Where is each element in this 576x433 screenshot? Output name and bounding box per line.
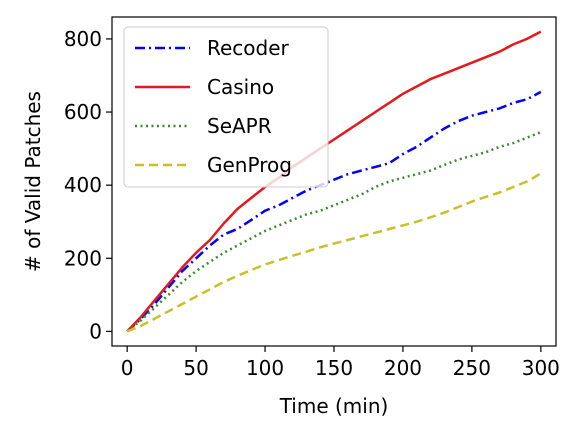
series-line-genprog (126, 172, 542, 333)
series-line-casino (126, 30, 542, 333)
legend-box (123, 26, 329, 188)
legend-label-seapr: SeAPR (207, 114, 272, 138)
y-tick-label: 800 (64, 27, 102, 51)
series-layer (126, 30, 542, 333)
y-tick-label: 400 (64, 173, 102, 197)
x-tick-label: 50 (183, 356, 208, 380)
x-tick-label: 0 (121, 356, 134, 380)
legend: Recoder Casino SeAPR GenProg (123, 26, 329, 188)
axes-layer: 0 50 100 150 200 250 300 0 200 400 600 800 (64, 16, 560, 380)
x-tick-label: 250 (453, 356, 491, 380)
x-tick-label: 150 (315, 356, 353, 380)
x-tick-label: 200 (384, 356, 422, 380)
y-tick-label: 0 (89, 319, 102, 343)
x-axis-label: Time (min) (279, 394, 389, 418)
legend-label-recoder: Recoder (207, 36, 290, 60)
x-tick-label: 100 (246, 356, 284, 380)
y-tick-label: 600 (64, 100, 102, 124)
series-line-recoder (126, 90, 542, 333)
y-axis-label: # of Valid Patches (21, 91, 45, 272)
x-tick-label: 300 (522, 356, 560, 380)
legend-label-genprog: GenProg (207, 153, 292, 177)
legend-label-casino: Casino (207, 75, 274, 99)
series-line-seapr (126, 131, 542, 333)
y-tick-label: 200 (64, 246, 102, 270)
